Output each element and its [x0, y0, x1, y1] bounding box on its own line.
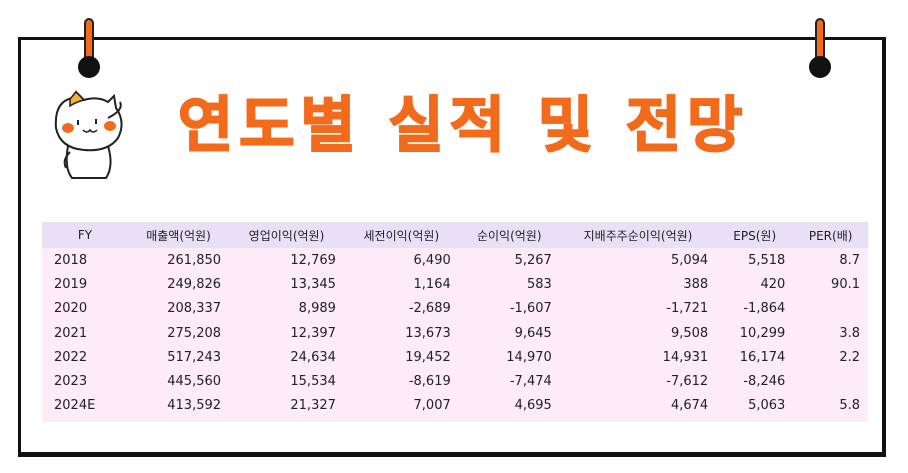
- table-row: 2018 261,850 12,769 6,490 5,267 5,094 5,…: [42, 248, 868, 273]
- header-fy: FY: [77, 228, 93, 242]
- cell-controlling-net-profit: 5,094: [670, 252, 709, 268]
- cell-net-profit: 583: [526, 276, 552, 292]
- cell-per: [793, 297, 868, 321]
- cell-controlling-net-profit: -1,721: [666, 301, 709, 317]
- right-clip-icon: [809, 18, 831, 78]
- cell-per: 3.8: [839, 325, 860, 341]
- cell-per: [793, 369, 868, 393]
- cell-operating-profit: 8,989: [298, 301, 336, 317]
- cell-pretax-profit: 6,490: [413, 252, 451, 268]
- table-row: 2024E 413,592 21,327 7,007 4,695 4,674 5…: [42, 393, 868, 423]
- header-pretax-profit: 세전이익(억원): [363, 228, 440, 243]
- cell-eps: 16,174: [739, 349, 786, 365]
- cell-controlling-net-profit: -7,612: [666, 374, 709, 390]
- cell-controlling-net-profit: 9,508: [670, 325, 709, 341]
- cell-fy: 2019: [54, 276, 88, 292]
- cell-pretax-profit: -8,619: [408, 374, 451, 390]
- cell-revenue: 261,850: [167, 252, 222, 268]
- cell-net-profit: -7,474: [509, 374, 552, 390]
- cell-per: 5.8: [839, 398, 860, 414]
- cell-fy: 2024E: [54, 398, 96, 414]
- table-header-row: FY 매출액(억원) 영업이익(억원) 세전이익(억원) 순이익(억원) 지배주…: [42, 222, 868, 248]
- header-per: PER(배): [808, 228, 853, 243]
- cell-pretax-profit: 7,007: [413, 398, 451, 414]
- cell-revenue: 208,337: [167, 301, 222, 317]
- cell-eps: -1,864: [743, 301, 786, 317]
- cell-controlling-net-profit: 388: [683, 276, 709, 292]
- header-revenue: 매출액(억원): [146, 228, 211, 243]
- table-row: 2022 517,243 24,634 19,452 14,970 14,931…: [42, 345, 868, 370]
- cell-revenue: 517,243: [167, 349, 222, 365]
- cell-net-profit: -1,607: [509, 301, 552, 317]
- cell-eps: 420: [760, 276, 786, 292]
- cell-net-profit: 4,695: [514, 398, 552, 414]
- cell-operating-profit: 12,769: [290, 252, 336, 268]
- table-row: 2020 208,337 8,989 -2,689 -1,607 -1,721 …: [42, 296, 868, 321]
- cell-per: 2.2: [839, 349, 860, 365]
- cell-fy: 2023: [54, 374, 88, 390]
- header-net-profit: 순이익(억원): [476, 228, 542, 243]
- header-eps: EPS(원): [733, 228, 777, 243]
- cell-eps: 5,518: [748, 252, 786, 268]
- cell-per: 90.1: [831, 276, 860, 292]
- cell-pretax-profit: -2,689: [408, 301, 451, 317]
- table-row: 2023 445,560 15,534 -8,619 -7,474 -7,612…: [42, 369, 868, 394]
- cell-pretax-profit: 1,164: [413, 276, 451, 292]
- cell-fy: 2020: [54, 301, 88, 317]
- cell-operating-profit: 21,327: [290, 398, 336, 414]
- cell-operating-profit: 24,634: [290, 349, 336, 365]
- cell-operating-profit: 12,397: [290, 325, 336, 341]
- cell-net-profit: 14,970: [506, 349, 552, 365]
- cell-controlling-net-profit: 4,674: [670, 398, 709, 414]
- notice-board-frame: [18, 37, 886, 457]
- cell-eps: 10,299: [739, 325, 786, 341]
- cell-pretax-profit: 19,452: [405, 349, 451, 365]
- table-row: 2021 275,208 12,397 13,673 9,645 9,508 1…: [42, 320, 868, 346]
- table-row: 2019 249,826 13,345 1,164 583 388 420 90…: [42, 272, 868, 297]
- cell-pretax-profit: 13,673: [405, 325, 451, 341]
- header-controlling-net-profit: 지배주주순이익(억원): [583, 228, 693, 243]
- left-clip-icon: [78, 18, 100, 78]
- cell-revenue: 413,592: [167, 398, 222, 414]
- financial-table: FY 매출액(억원) 영업이익(억원) 세전이익(억원) 순이익(억원) 지배주…: [42, 222, 868, 423]
- cell-revenue: 249,826: [167, 276, 222, 292]
- cell-per: 8.7: [839, 252, 860, 268]
- cell-revenue: 275,208: [167, 325, 222, 341]
- cell-revenue: 445,560: [167, 374, 222, 390]
- cell-net-profit: 9,645: [514, 325, 552, 341]
- cell-operating-profit: 13,345: [290, 276, 336, 292]
- cell-eps: 5,063: [748, 398, 786, 414]
- header-operating-profit: 영업이익(억원): [248, 228, 325, 243]
- page-title: 연도별 실적 및 전망: [177, 91, 749, 161]
- cell-controlling-net-profit: 14,931: [662, 349, 709, 365]
- cat-mascot-icon: [54, 90, 123, 179]
- cell-net-profit: 5,267: [514, 252, 552, 268]
- cell-fy: 2018: [54, 252, 88, 268]
- cell-operating-profit: 15,534: [290, 374, 336, 390]
- cell-eps: -8,246: [743, 374, 786, 390]
- cell-fy: 2021: [54, 325, 88, 341]
- cell-fy: 2022: [54, 349, 88, 365]
